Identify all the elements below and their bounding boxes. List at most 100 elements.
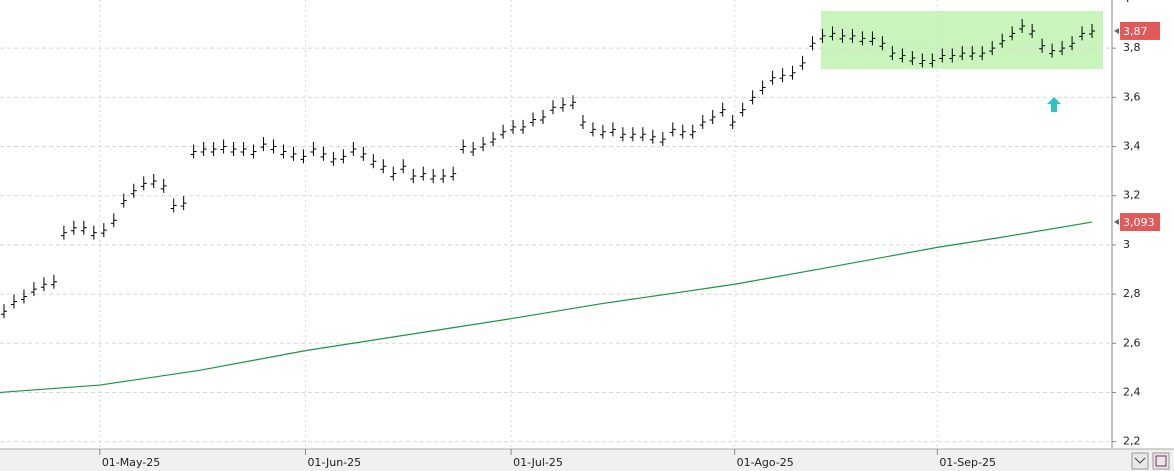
price-bar bbox=[100, 223, 107, 238]
price-bar bbox=[659, 132, 666, 147]
x-tick-label: 01-May-25 bbox=[102, 456, 160, 469]
last-value-box bbox=[1120, 213, 1160, 232]
last-value-label: 3,87 bbox=[1123, 25, 1148, 38]
highlight-zone bbox=[821, 11, 1103, 69]
price-bar bbox=[230, 142, 237, 156]
price-bar bbox=[310, 142, 317, 156]
price-bar bbox=[270, 139, 277, 154]
price-bar bbox=[70, 220, 77, 235]
y-tick-label: 2,2 bbox=[1123, 435, 1141, 448]
price-bar bbox=[150, 173, 157, 188]
price-bar bbox=[879, 36, 886, 51]
price-bar bbox=[540, 110, 547, 125]
price-bar bbox=[280, 144, 287, 159]
price-bar bbox=[50, 274, 57, 289]
x-tick-label: 01-Sep-25 bbox=[939, 456, 996, 469]
price-bar bbox=[719, 102, 726, 117]
price-bar bbox=[90, 225, 97, 240]
price-bar bbox=[559, 97, 566, 112]
price-bar bbox=[530, 112, 537, 127]
price-bar bbox=[669, 122, 676, 137]
y-tick-label: 3,8 bbox=[1123, 41, 1141, 54]
price-bar bbox=[849, 28, 856, 43]
last-value-pointer bbox=[1114, 219, 1119, 226]
price-bar bbox=[190, 144, 197, 159]
price-bar bbox=[619, 127, 626, 142]
price-bar bbox=[1079, 26, 1086, 41]
price-bar bbox=[300, 149, 307, 164]
price-bar bbox=[629, 127, 636, 142]
price-bar bbox=[440, 169, 447, 184]
x-tick-label: 01-Jun-25 bbox=[307, 456, 361, 469]
price-bar bbox=[699, 114, 706, 129]
price-bar bbox=[1069, 36, 1076, 51]
price-bar bbox=[689, 124, 696, 139]
price-bar bbox=[709, 110, 716, 125]
price-bar bbox=[380, 159, 387, 174]
y-tick-label: 3 bbox=[1123, 238, 1130, 251]
price-bar bbox=[60, 225, 67, 240]
y-tick-label: 4 bbox=[1123, 0, 1130, 5]
y-tick-label: 3,4 bbox=[1123, 140, 1141, 153]
price-bar bbox=[1039, 38, 1046, 53]
price-bar bbox=[80, 220, 87, 235]
price-bar bbox=[520, 119, 527, 134]
price-bar bbox=[999, 33, 1006, 48]
price-bar bbox=[240, 142, 247, 156]
price-bar bbox=[340, 149, 347, 164]
price-bar bbox=[0, 304, 7, 319]
price-bar bbox=[739, 102, 746, 117]
price-bar bbox=[500, 124, 507, 139]
price-bar bbox=[550, 100, 557, 115]
price-bar bbox=[250, 144, 257, 159]
price-bar bbox=[1089, 23, 1096, 38]
price-bar bbox=[1009, 26, 1016, 41]
zoom-button[interactable] bbox=[1131, 452, 1149, 470]
price-bar bbox=[20, 289, 27, 304]
price-bar bbox=[939, 48, 946, 63]
price-bar bbox=[220, 139, 227, 154]
y-tick-label: 3,6 bbox=[1123, 90, 1141, 103]
price-bar bbox=[390, 166, 397, 181]
price-bar bbox=[579, 114, 586, 129]
price-bar bbox=[779, 68, 786, 83]
price-bar bbox=[759, 80, 766, 95]
y-tick-label: 2,8 bbox=[1123, 287, 1141, 300]
price-bar bbox=[320, 146, 327, 161]
price-bar bbox=[1049, 43, 1056, 58]
price-bar bbox=[370, 154, 377, 169]
price-bar bbox=[120, 193, 127, 208]
price-bar bbox=[869, 31, 876, 46]
price-bar bbox=[649, 129, 656, 144]
price-bar bbox=[749, 90, 756, 105]
x-tick-label: 01-Jul-25 bbox=[513, 456, 563, 469]
price-bar bbox=[490, 132, 497, 147]
x-axis-band bbox=[0, 449, 1174, 471]
price-bar bbox=[130, 183, 137, 198]
price-bar bbox=[979, 46, 986, 61]
x-tick-label: 01-Ago-25 bbox=[737, 456, 794, 469]
y-tick-label: 2,6 bbox=[1123, 336, 1141, 349]
save-button[interactable] bbox=[1152, 452, 1170, 470]
price-bar bbox=[609, 122, 616, 137]
price-bar bbox=[430, 169, 437, 184]
price-bar bbox=[989, 41, 996, 56]
price-bar bbox=[599, 124, 606, 139]
price-bar bbox=[769, 70, 776, 85]
price-bar bbox=[1029, 23, 1036, 38]
price-bar bbox=[1059, 41, 1066, 56]
signal-arrow bbox=[1047, 97, 1061, 112]
price-bar bbox=[799, 55, 806, 70]
price-bar bbox=[909, 51, 916, 66]
price-bar bbox=[360, 146, 367, 161]
price-bar bbox=[639, 127, 646, 142]
price-bar bbox=[410, 169, 417, 184]
price-bar bbox=[470, 142, 477, 156]
price-bar bbox=[200, 142, 207, 156]
price-bar bbox=[729, 114, 736, 129]
price-bar bbox=[30, 282, 37, 297]
price-bar bbox=[839, 28, 846, 43]
price-bar bbox=[789, 65, 796, 80]
price-bar bbox=[819, 28, 826, 43]
